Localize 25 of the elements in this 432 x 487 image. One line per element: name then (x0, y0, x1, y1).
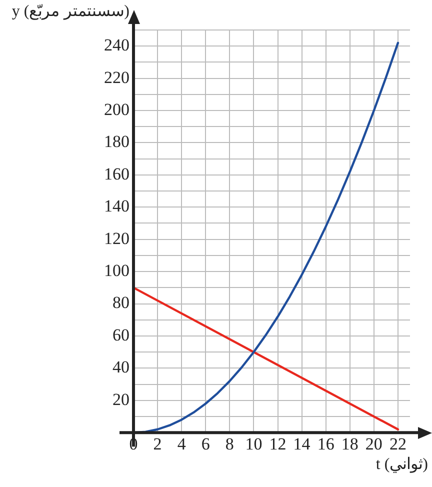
x-tick-label: 22 (389, 434, 406, 454)
x-tick-label: 20 (365, 434, 382, 454)
x-tick-label: 4 (177, 434, 186, 454)
x-tick-label: 16 (317, 434, 334, 454)
y-tick-label: 160 (104, 164, 130, 184)
y-tick-label: 20 (112, 390, 130, 409)
x-tick-label: 18 (341, 434, 358, 454)
y-tick-label: 200 (104, 100, 130, 119)
y-axis-title: y (سسنتمتر مربّع) (12, 3, 130, 20)
x-tick-label: 12 (269, 434, 286, 454)
x-tick-label: 6 (201, 434, 210, 454)
y-tick-label: 120 (104, 228, 130, 248)
y-tick-label: 60 (112, 325, 130, 344)
x-tick-label: 2 (153, 434, 162, 454)
y-tick-label: 180 (104, 132, 130, 152)
y-tick-label: 140 (104, 196, 130, 216)
y-tick-label: 100 (104, 261, 130, 280)
y-tick-label: 220 (104, 68, 130, 87)
x-axis-title: t (ثواني) (376, 456, 428, 473)
y-tick-label: 240 (104, 36, 130, 55)
x-tick-label: 14 (293, 434, 311, 454)
x-tick-label: 10 (245, 434, 262, 454)
x-tick-label: 8 (225, 434, 234, 454)
y-tick-label: 80 (112, 293, 130, 312)
y-tick-label: 40 (112, 358, 130, 377)
